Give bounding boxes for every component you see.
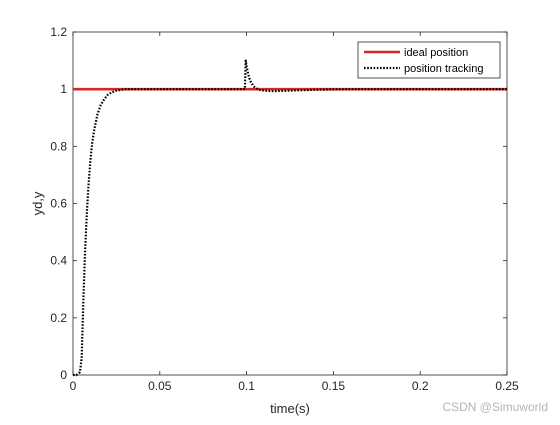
- x-tick-label: 0: [70, 379, 77, 393]
- y-tick-label: 1.2: [50, 25, 67, 39]
- legend-label: ideal position: [404, 47, 468, 59]
- x-tick-label: 0.2: [412, 379, 429, 393]
- y-tick-label: 0.8: [50, 139, 67, 153]
- y-tick-label: 0.2: [50, 311, 67, 325]
- y-tick-label: 0.4: [50, 254, 67, 268]
- y-tick-label: 0: [60, 368, 67, 382]
- plot-area: [72, 31, 508, 376]
- x-tick-label: 0.05: [148, 379, 172, 393]
- y-axis-label: yd,y: [30, 191, 45, 215]
- legend-box: [357, 41, 501, 79]
- watermark: CSDN @Simuworld: [442, 400, 548, 414]
- y-tick-label: 0.6: [50, 197, 67, 211]
- legend-label: position tracking: [404, 63, 484, 75]
- x-tick-label: 0.15: [322, 379, 346, 393]
- x-tick-label: 0.1: [238, 379, 255, 393]
- y-tick-label: 1: [60, 82, 67, 96]
- x-tick-label: 0.25: [495, 379, 519, 393]
- x-axis-label: time(s): [270, 401, 310, 416]
- position-tracking-line: [73, 59, 507, 377]
